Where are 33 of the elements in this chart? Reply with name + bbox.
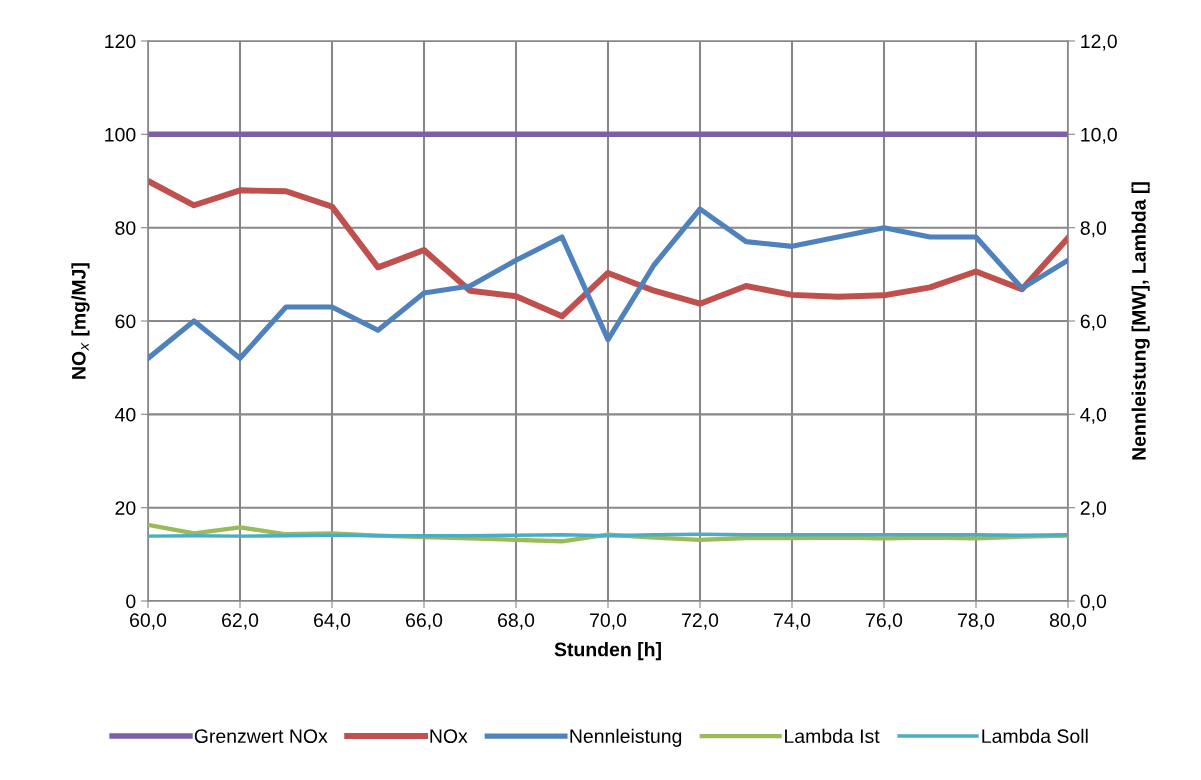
legend-label: Lambda Soll	[982, 728, 1088, 744]
x-tick-label: 74,0	[774, 613, 811, 630]
x-tick-label: 80,0	[1049, 613, 1087, 630]
x-tick-label: 64,0	[314, 613, 351, 630]
y2-tick-label: 12,0	[1081, 34, 1117, 51]
x-tick-label: 66,0	[406, 613, 443, 630]
y2-tick-label: 6,0	[1080, 314, 1107, 331]
y-tick-label: 120	[105, 34, 136, 49]
x-tick-label: 60,0	[130, 613, 167, 630]
y-tick-label: 20	[115, 501, 136, 515]
x-tick-label: 78,0	[958, 613, 995, 630]
y-tick-label: 40	[115, 407, 136, 422]
y2-axis-title: Nennleistung [MW], Lambda []	[1131, 182, 1150, 460]
y2-tick-label: 8,0	[1080, 221, 1107, 238]
x-tick-label: 68,0	[498, 613, 535, 630]
y2-tick-label: 0,0	[1080, 594, 1107, 611]
y-tick-label: 60	[115, 314, 136, 329]
x-tick-label: 72,0	[682, 613, 719, 630]
legend-label: NOx	[430, 729, 468, 744]
legend-label: Lambda Ist	[785, 728, 880, 744]
legend-label: Nennleistung	[570, 728, 682, 747]
x-axis-title: Stunden [h]	[554, 642, 661, 661]
y2-tick-label: 4,0	[1080, 407, 1107, 424]
y-axis-title: NO$_{x}$ [mg/MJ]	[71, 263, 90, 379]
x-tick-label: 70,0	[590, 613, 627, 630]
y-tick-label: 80	[115, 221, 136, 235]
legend-label: Grenzwert NOx	[194, 729, 328, 744]
y2-tick-label: 10,0	[1081, 127, 1117, 144]
y2-tick-label: 2,0	[1080, 501, 1107, 518]
x-tick-label: 76,0	[866, 613, 903, 630]
y-tick-label: 100	[105, 127, 136, 142]
y-tick-label: 0	[126, 594, 136, 609]
x-tick-label: 62,0	[222, 613, 259, 630]
